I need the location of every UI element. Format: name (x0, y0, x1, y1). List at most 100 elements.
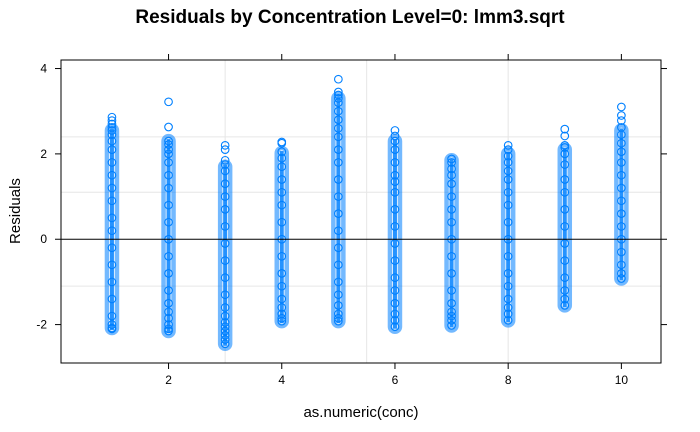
x-tick-label: 6 (392, 373, 399, 387)
data-point (220, 290, 230, 300)
data-point (447, 286, 456, 295)
data-point (617, 116, 626, 125)
data-point (503, 145, 513, 154)
data-point (107, 213, 117, 223)
data-point (164, 136, 173, 146)
data-point (220, 179, 230, 189)
axis-ticks: 2 4 6 8 10 -2 0 2 4 (36, 54, 667, 387)
point-column-strip (161, 133, 176, 339)
data-point (277, 187, 287, 197)
data-point (503, 166, 513, 176)
data-point (220, 322, 230, 332)
data-point (334, 74, 343, 84)
data-point (107, 183, 117, 193)
x-tick-label: 8 (505, 373, 512, 387)
data-point (617, 196, 626, 206)
data-point (617, 170, 626, 180)
data-point (334, 123, 343, 133)
data-point (390, 298, 400, 308)
data-point (334, 98, 343, 108)
data-point (334, 243, 343, 253)
data-point (503, 309, 513, 319)
data-point (617, 274, 626, 283)
data-point (334, 94, 343, 103)
data-point (334, 158, 343, 167)
data-point (390, 136, 400, 146)
data-point (560, 149, 570, 159)
data-point (220, 155, 230, 165)
data-point (164, 324, 173, 334)
data-point (390, 315, 400, 325)
data-point (334, 316, 343, 326)
data-point (164, 183, 173, 193)
data-point (107, 126, 117, 135)
data-point (334, 87, 343, 97)
data-point (560, 273, 570, 282)
data-point (617, 102, 626, 112)
data-point (617, 222, 626, 231)
data-point (503, 281, 513, 291)
data-point (334, 277, 343, 287)
x-tick-label: 4 (278, 373, 285, 387)
plot-frame (60, 59, 662, 364)
data-point (334, 301, 343, 310)
data-point (220, 160, 230, 169)
data-point (503, 141, 513, 150)
data-point (560, 205, 570, 214)
data-point (390, 256, 400, 265)
data-point (164, 170, 173, 180)
y-axis-label: Residuals (7, 178, 24, 244)
data-point (107, 311, 117, 321)
data-point (277, 162, 287, 172)
data-point (277, 200, 287, 210)
data-point (164, 140, 173, 149)
data-points (104, 74, 629, 352)
data-point (220, 205, 230, 214)
data-point (220, 256, 230, 265)
data-point (334, 115, 343, 125)
data-point (220, 166, 230, 176)
data-point (560, 294, 570, 304)
data-point (107, 196, 117, 206)
data-point (503, 151, 513, 161)
data-point (617, 158, 626, 167)
data-point (164, 286, 173, 295)
data-point (390, 158, 400, 167)
point-column-strip (614, 123, 629, 286)
data-point (164, 251, 173, 261)
data-point (334, 260, 343, 270)
data-point (390, 205, 400, 214)
data-point (447, 164, 456, 174)
data-point (164, 298, 173, 308)
data-point (277, 316, 287, 326)
data-point (560, 175, 570, 184)
data-point (107, 112, 117, 122)
chart-title: Residuals by Concentration Level=0: lmm3… (135, 7, 565, 28)
data-point (560, 187, 570, 197)
data-point (560, 143, 570, 152)
data-point (277, 269, 287, 278)
data-point (447, 179, 456, 189)
data-point (107, 145, 117, 154)
data-point (277, 217, 287, 227)
data-point (220, 192, 230, 201)
data-point (503, 217, 513, 227)
data-point (560, 301, 570, 310)
point-column-core (392, 139, 397, 329)
data-point (503, 200, 513, 210)
point-column-core (166, 139, 171, 333)
data-point (390, 126, 400, 135)
data-point (334, 226, 343, 236)
data-point (560, 286, 570, 295)
y-tick-label: 4 (40, 62, 47, 76)
x-axis-label: as.numeric(conc) (303, 404, 418, 421)
point-column-strip (557, 142, 573, 313)
data-point (447, 217, 456, 227)
data-point (164, 326, 173, 336)
data-point (107, 116, 117, 125)
data-point (277, 138, 287, 148)
point-column-strip (217, 159, 233, 352)
data-point (164, 158, 173, 167)
data-point (164, 269, 173, 278)
